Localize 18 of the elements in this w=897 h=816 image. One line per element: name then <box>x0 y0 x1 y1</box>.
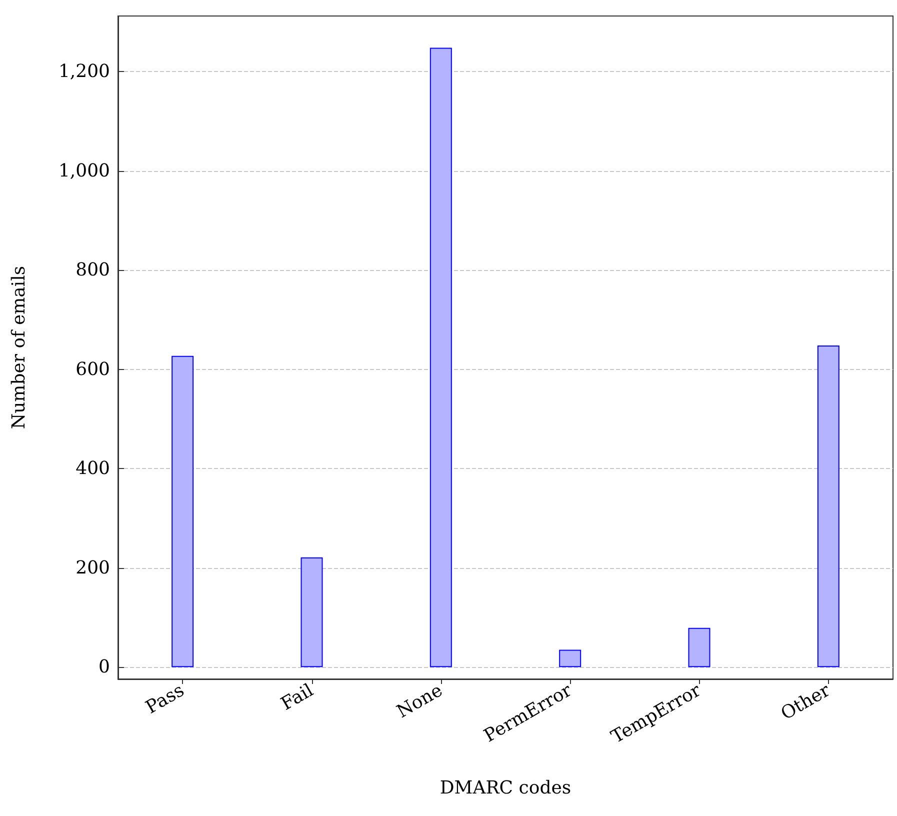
bar <box>430 48 452 668</box>
x-tick-label: Fail <box>278 680 318 715</box>
y-tick-label: 600 <box>76 358 110 380</box>
y-tick-label: 200 <box>76 557 110 578</box>
x-tick-label: None <box>393 680 446 722</box>
x-tick-label: Pass <box>142 680 188 718</box>
y-tick-label: 400 <box>76 458 110 480</box>
bar <box>172 356 194 668</box>
x-axis-title: DMARC codes <box>440 778 572 798</box>
bar <box>688 628 710 668</box>
y-tick-label: 1,000 <box>58 160 110 182</box>
y-tick-label: 800 <box>76 260 110 281</box>
bar <box>300 557 323 668</box>
bar <box>817 346 840 668</box>
y-axis-title: Number of emails <box>8 266 30 430</box>
y-tick-label: 1,200 <box>58 61 110 82</box>
bar <box>559 650 582 668</box>
y-tick-label: 0 <box>98 656 110 678</box>
